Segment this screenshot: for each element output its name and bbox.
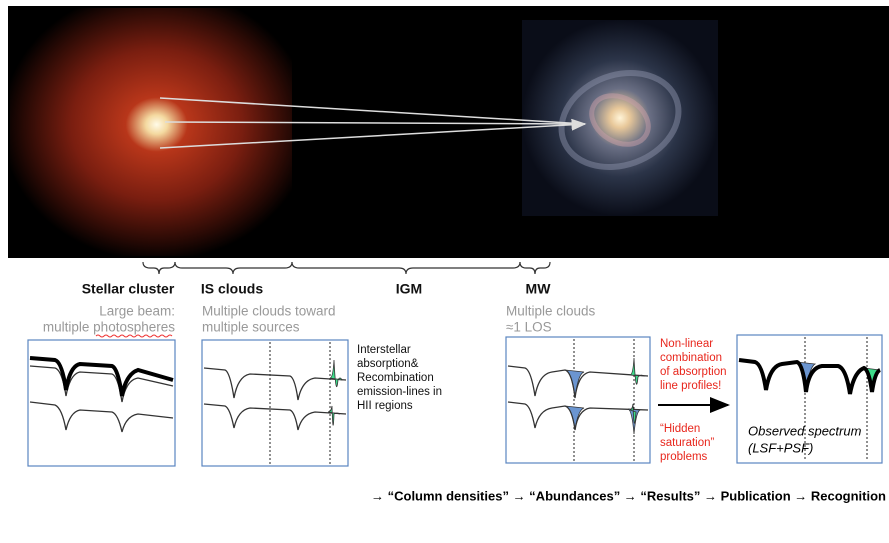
red-note: “Hidden <box>660 423 700 435</box>
description: Large beam: <box>99 304 175 319</box>
red-note: saturation” <box>660 437 715 449</box>
label: Stellar cluster <box>82 281 175 297</box>
red-note: line profiles! <box>660 380 721 392</box>
label: IGM <box>396 281 422 297</box>
panel-mw <box>506 337 650 463</box>
note: absorption& <box>357 358 419 370</box>
caption: Observed spectrum <box>748 423 862 438</box>
label: IS clouds <box>201 281 263 297</box>
red-note: combination <box>660 352 722 364</box>
red-note: of absorption <box>660 366 727 378</box>
panel-is-clouds <box>202 340 348 466</box>
diagram: Stellar cluster IS clouds IGM MW Large b… <box>0 0 889 543</box>
note: Interstellar <box>357 344 411 356</box>
note: Recombination <box>357 372 434 384</box>
description: Multiple clouds <box>506 304 596 319</box>
red-note: Non-linear <box>660 338 713 350</box>
note: HII regions <box>357 400 413 412</box>
panel-stellar <box>28 340 175 466</box>
red-note: problems <box>660 451 708 463</box>
label: MW <box>526 281 552 297</box>
sky-image <box>8 6 889 258</box>
note: emission-lines in <box>357 386 442 398</box>
pipeline: → “Column densities” → “Abundances” → “R… <box>371 488 886 503</box>
description: ≈1 LOS <box>506 320 552 335</box>
caption: (LSF+PSF) <box>748 440 813 455</box>
description: multiple photospheres <box>43 320 175 335</box>
brackets <box>143 262 550 274</box>
description: Multiple clouds toward <box>202 304 336 319</box>
description: multiple sources <box>202 320 300 335</box>
spell-underline <box>96 335 172 337</box>
